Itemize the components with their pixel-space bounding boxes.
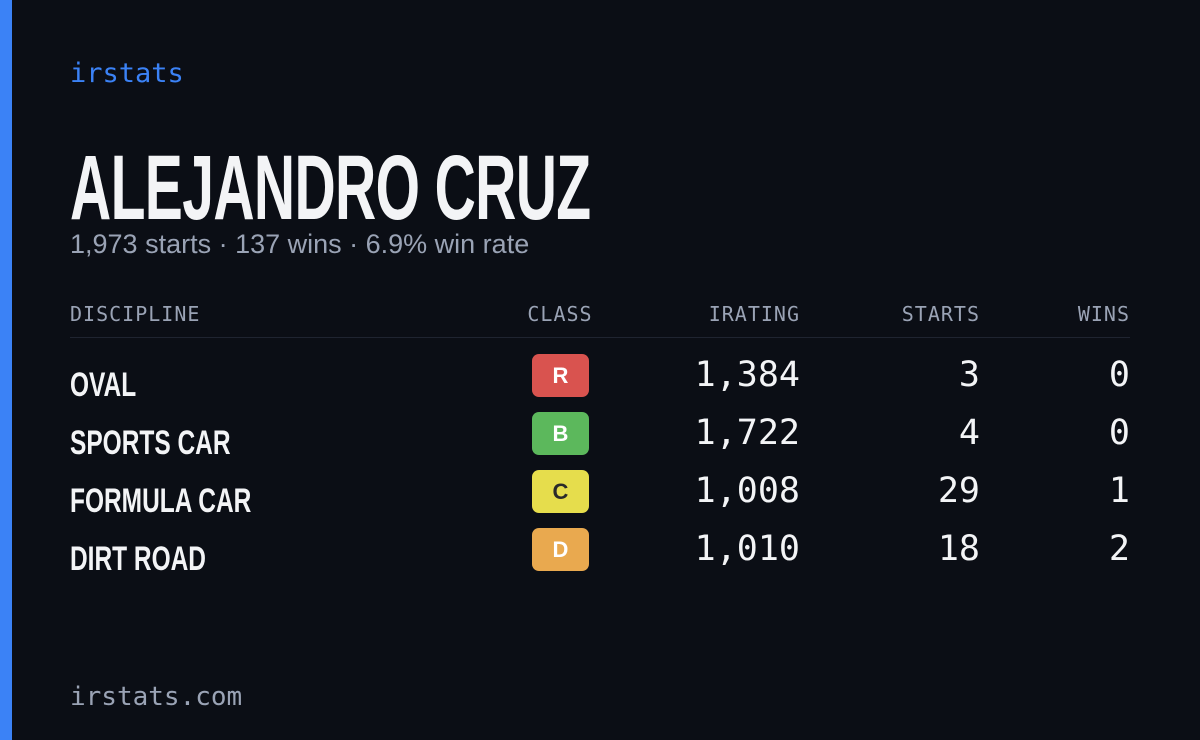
stat-value: 18: [937, 529, 980, 569]
stat-value: 1,722: [694, 413, 800, 453]
stat-value: 1,010: [694, 529, 800, 569]
column-header: CLASS: [527, 302, 593, 326]
discipline: FORMULA CAR: [70, 482, 252, 520]
stat-value: 4: [958, 413, 980, 453]
discipline: SPORTS CAR: [70, 424, 231, 462]
discipline: OVAL: [70, 366, 137, 404]
stat-value: 3: [958, 355, 980, 395]
accent-bar: [0, 0, 12, 740]
column-header: WINS: [1077, 302, 1130, 326]
stat-value: 1,384: [694, 355, 800, 395]
column-header: IRATING: [708, 302, 800, 326]
class-badge: C: [532, 470, 589, 513]
stat-value: 0: [1108, 355, 1130, 395]
brand: irstats: [70, 58, 184, 89]
column-header: STARTS: [901, 302, 980, 326]
class-badge: D: [532, 528, 589, 571]
stat-value: 1: [1108, 471, 1130, 511]
column-header: DISCIPLINE: [70, 302, 201, 326]
stat-value: 29: [937, 471, 980, 511]
discipline: DIRT ROAD: [70, 540, 207, 578]
driver-name: ALEJANDRO CRUZ: [70, 137, 591, 239]
stat-value: 1,008: [694, 471, 800, 511]
summary: 1,973 starts · 137 wins · 6.9% win rate: [70, 229, 530, 259]
footer-url: irstats.com: [70, 682, 243, 712]
header-rule: [70, 337, 1130, 338]
stat-value: 0: [1108, 413, 1130, 453]
class-badge: B: [532, 412, 589, 455]
class-badge: R: [532, 354, 589, 397]
stat-value: 2: [1108, 529, 1130, 569]
